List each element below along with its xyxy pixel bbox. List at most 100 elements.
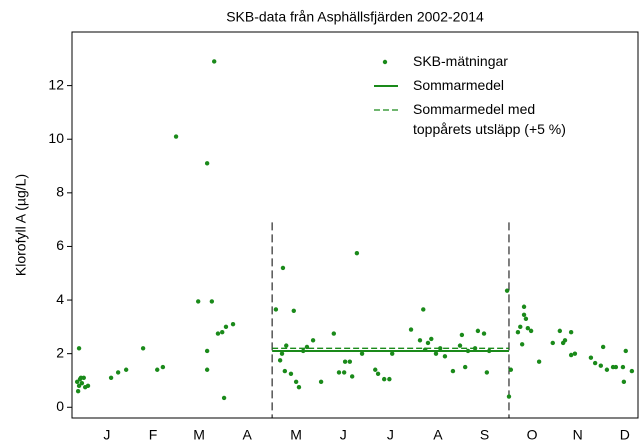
x-tick-label: O xyxy=(527,427,538,443)
data-point xyxy=(629,368,635,374)
data-point xyxy=(521,304,527,309)
data-point xyxy=(389,351,395,356)
plot-frame xyxy=(71,31,639,419)
data-point xyxy=(223,324,229,330)
data-point xyxy=(221,395,227,401)
data-point xyxy=(288,371,294,376)
data-point xyxy=(342,359,348,364)
data-point xyxy=(518,324,523,330)
data-point xyxy=(600,344,606,350)
data-point xyxy=(421,307,426,312)
x-tick-label: D xyxy=(620,427,630,443)
data-point xyxy=(572,351,578,356)
data-point xyxy=(230,321,236,327)
data-point xyxy=(76,346,82,351)
data-point xyxy=(481,331,487,336)
x-tick-label: A xyxy=(433,427,443,443)
data-point xyxy=(123,367,129,372)
y-tick-label: 4 xyxy=(56,291,64,307)
data-point xyxy=(293,379,299,385)
data-point xyxy=(375,371,381,376)
data-point xyxy=(442,354,448,359)
y-tick-label: 12 xyxy=(48,76,64,92)
legend-label-line: Sommarmedel med xyxy=(413,101,535,117)
data-point xyxy=(280,265,286,271)
data-point xyxy=(160,364,166,370)
data-point xyxy=(521,312,527,317)
x-tick-label: A xyxy=(242,427,252,443)
x-tick-label: F xyxy=(149,427,158,443)
x-tick-label: M xyxy=(193,427,205,443)
data-point xyxy=(108,375,114,380)
data-point xyxy=(588,355,594,360)
y-tick-label: 6 xyxy=(56,237,64,253)
data-point xyxy=(459,332,465,338)
data-point xyxy=(536,359,542,364)
data-point xyxy=(519,342,525,347)
data-point xyxy=(592,360,598,366)
legend-label: Sommarmedel med toppårets utsläpp (+5 %) xyxy=(413,101,566,137)
data-point xyxy=(277,358,283,363)
data-point xyxy=(504,288,510,293)
data-point xyxy=(341,370,347,375)
data-point xyxy=(457,343,463,348)
data-point xyxy=(296,384,302,390)
data-point xyxy=(438,346,443,351)
data-point xyxy=(115,370,121,375)
data-point xyxy=(220,330,225,335)
y-tick-label: 10 xyxy=(48,130,64,146)
data-point xyxy=(373,367,378,372)
data-point xyxy=(318,379,324,385)
data-point xyxy=(284,343,289,348)
data-point xyxy=(598,363,604,368)
data-point xyxy=(450,368,456,374)
data-point xyxy=(604,367,610,372)
x-tick-label: M xyxy=(290,427,302,443)
data-point xyxy=(525,326,531,331)
data-point xyxy=(75,388,81,394)
x-tick-label: S xyxy=(480,427,489,443)
data-point xyxy=(381,376,387,382)
data-point xyxy=(417,338,423,343)
data-point xyxy=(273,307,279,312)
x-tick-label: J xyxy=(387,427,394,443)
data-point xyxy=(433,351,439,356)
data-point xyxy=(506,394,512,399)
data-point xyxy=(304,344,310,350)
data-point xyxy=(621,379,627,385)
data-point xyxy=(336,370,342,375)
data-point xyxy=(508,367,514,372)
data-point xyxy=(204,367,210,372)
data-point xyxy=(408,327,414,332)
data-point xyxy=(349,374,355,379)
data-point xyxy=(212,59,217,64)
data-point xyxy=(613,364,619,370)
data-point xyxy=(568,352,574,358)
chart-title: SKB-data från Asphällsfjärden 2002-2014 xyxy=(226,9,484,25)
data-point xyxy=(204,161,210,166)
data-point xyxy=(331,331,337,336)
data-point xyxy=(387,376,392,382)
data-point xyxy=(429,336,434,342)
y-axis-label: Klorofyll A (µg/L) xyxy=(13,174,29,276)
data-point xyxy=(173,134,179,139)
x-tick-label: N xyxy=(573,427,583,443)
data-point xyxy=(74,379,80,385)
data-point xyxy=(515,330,521,335)
data-point xyxy=(484,370,490,375)
data-point xyxy=(623,348,628,354)
data-point xyxy=(85,383,91,389)
data-point xyxy=(215,331,221,336)
data-point xyxy=(310,338,316,343)
data-point xyxy=(359,351,365,356)
data-point xyxy=(155,367,160,372)
data-point xyxy=(562,338,568,343)
data-point xyxy=(568,330,574,335)
legend-label-line: toppårets utsläpp (+5 %) xyxy=(413,121,566,137)
data-point xyxy=(528,328,534,334)
legend-label: Sommarmedel xyxy=(413,77,504,93)
legend-marker xyxy=(382,59,388,65)
x-tick-label: J xyxy=(103,427,110,443)
